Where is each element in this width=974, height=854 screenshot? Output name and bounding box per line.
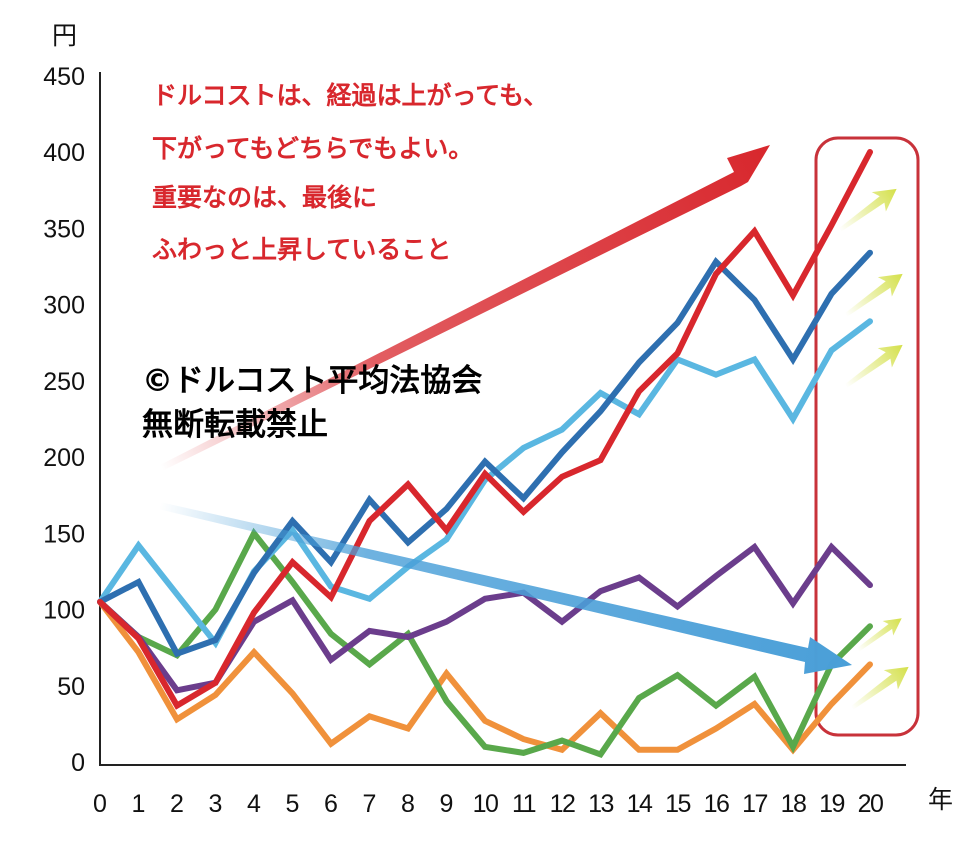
y-tick-labels: 0 50 100 150 200 250 300 350 400 450 <box>43 63 85 777</box>
x-tick-label: 14 <box>627 790 653 818</box>
y-tick-label: 400 <box>43 139 85 167</box>
x-axis-unit: 年 <box>928 785 953 814</box>
x-tick-label: 19 <box>819 790 844 818</box>
small-up-arrow <box>838 188 897 232</box>
big-up-arrow <box>160 145 770 471</box>
x-tick-label: 7 <box>363 790 377 818</box>
x-tick-label: 13 <box>588 790 613 818</box>
x-tick-label: 6 <box>324 790 338 818</box>
y-axis-unit: 円 <box>52 21 77 50</box>
annotation-line-3: 重要なのは、最後に <box>152 183 377 212</box>
x-tick-label: 12 <box>550 790 575 818</box>
x-tick-label: 10 <box>473 790 498 818</box>
small-up-arrow <box>844 273 903 317</box>
annotation-line-4: ふわっと上昇していること <box>152 235 451 264</box>
y-tick-label: 50 <box>57 673 85 701</box>
x-tick-label: 2 <box>170 790 184 818</box>
small-up-arrow <box>850 666 909 710</box>
final-years-highlight-box <box>814 136 920 737</box>
series-line-4 <box>97 249 873 658</box>
x-tick-label: 11 <box>512 790 536 818</box>
y-tick-label: 0 <box>71 749 85 777</box>
x-tick-label: 16 <box>704 790 729 818</box>
x-tick-label: 18 <box>781 790 806 818</box>
copyright-watermark: ©ドルコスト平均法協会 <box>142 363 482 399</box>
series-line-2 <box>97 542 873 694</box>
x-tick-label: 15 <box>665 790 690 818</box>
series-lines <box>97 149 873 759</box>
x-tick-label: 20 <box>858 790 883 818</box>
y-tick-label: 450 <box>43 63 85 91</box>
y-tick-label: 150 <box>43 520 85 548</box>
x-tick-label: 4 <box>247 790 261 818</box>
y-tick-label: 300 <box>43 292 85 320</box>
x-tick-label: 3 <box>209 790 223 818</box>
small-up-arrow <box>856 618 902 652</box>
x-tick-label: 5 <box>286 790 300 818</box>
x-tick-label: 8 <box>401 790 415 818</box>
x-tick-labels: 0 1 2 3 4 5 6 7 8 9 10 11 12 13 14 15 16 17 18 19 20 <box>93 790 884 818</box>
no-reprint-watermark: 無断転載禁止 <box>142 407 328 443</box>
series-line-5 <box>97 149 873 710</box>
big-down-arrow <box>158 502 852 674</box>
annotation-line-1: ドルコストは、経過は上がっても、 <box>152 81 548 110</box>
x-tick-label: 0 <box>93 790 107 818</box>
series-line-1 <box>97 527 873 759</box>
y-tick-label: 200 <box>43 444 85 472</box>
x-tick-label: 17 <box>742 790 767 818</box>
small-up-arrows <box>838 188 909 710</box>
x-tick-label: 9 <box>440 790 454 818</box>
x-tick-label: 1 <box>132 790 146 818</box>
annotation-line-2: 下がってもどちらでもよい。 <box>152 134 473 163</box>
y-tick-label: 250 <box>43 368 85 396</box>
y-tick-label: 100 <box>43 597 85 625</box>
small-up-arrow <box>844 344 903 388</box>
series-line-0 <box>97 598 873 755</box>
y-tick-label: 350 <box>43 215 85 243</box>
